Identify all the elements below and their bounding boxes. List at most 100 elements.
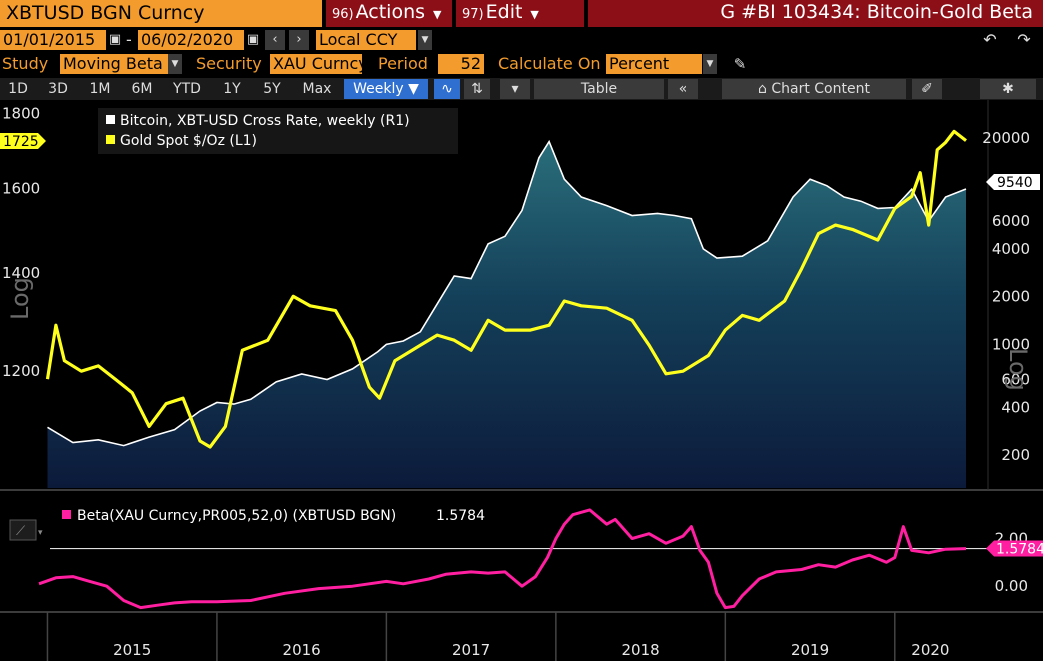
undo-icon[interactable]: ↶ xyxy=(980,30,1000,50)
start-date-field[interactable]: 01/01/2015 xyxy=(0,30,106,50)
left-axis-ticks: 1800 1600 1400 1200 xyxy=(2,105,40,381)
calendar-icon[interactable]: ▣ xyxy=(108,30,122,50)
security-ticker-field[interactable]: XBTUSD BGN Curncy xyxy=(0,0,322,27)
legend-swatch-bitcoin xyxy=(106,115,115,124)
time-range-toolbar: 1D 3D 1M 6M YTD 1Y 5Y Max Weekly ▼ ∿ ⇅ ▾… xyxy=(0,78,1043,100)
right-tick-label: 20000 xyxy=(982,129,1030,147)
gold-last-value: 1725 xyxy=(3,134,39,150)
gold-line xyxy=(45,129,967,449)
calculate-on-label: Calculate On xyxy=(498,54,601,73)
left-tick-label: 1400 xyxy=(2,264,40,282)
range-3d-button[interactable]: 3D xyxy=(48,81,68,97)
actions-menu-number: 96) xyxy=(332,7,354,22)
price-panel: 1800 1600 1400 1200 20000 6000 4000 2000 1000 60… xyxy=(0,100,1043,491)
right-tick-label: 1000 xyxy=(992,335,1030,353)
edit-menu-button[interactable]: 97) Edit ▼ xyxy=(456,0,584,27)
x-tick-label: 2018 xyxy=(621,641,659,659)
range-1y-button[interactable]: 1Y xyxy=(223,81,241,97)
security-label: Security xyxy=(196,54,262,73)
table-button[interactable]: Table xyxy=(534,79,664,99)
chevron-down-icon: ▼ xyxy=(530,8,539,21)
calculate-on-dropdown[interactable]: Percent xyxy=(606,54,702,74)
range-ytd-button[interactable]: YTD xyxy=(173,81,201,97)
right-tick-label: 400 xyxy=(1001,398,1030,416)
legend-bitcoin[interactable]: Bitcoin, XBT-USD Cross Rate, weekly (R1) xyxy=(120,113,410,129)
x-tick-label: 2020 xyxy=(911,641,949,659)
left-tick-label: 1800 xyxy=(2,105,40,123)
legend-beta-value: 1.5784 xyxy=(436,508,485,524)
bar-style-icon[interactable]: ⇅ xyxy=(464,79,490,99)
chevron-down-icon: ▾ xyxy=(38,528,43,538)
x-axis-ticks: 2015 2016 2017 2018 2019 2020 xyxy=(46,612,949,661)
right-tick-label: 4000 xyxy=(992,240,1030,258)
prev-period-button[interactable]: ‹ xyxy=(265,30,285,50)
chevron-down-icon: ▼ xyxy=(408,81,419,97)
end-date-field[interactable]: 06/02/2020 xyxy=(138,30,244,50)
x-tick-label: 2019 xyxy=(791,641,829,659)
gold-last-value-tag xyxy=(0,133,46,149)
range-1m-button[interactable]: 1M xyxy=(89,81,111,97)
period-input[interactable]: 52 xyxy=(438,54,484,74)
calendar-icon[interactable]: ▣ xyxy=(246,30,260,50)
chevron-down-icon[interactable]: ▼ xyxy=(703,54,717,74)
left-axis-label: Log xyxy=(6,277,34,320)
right-tick-label: 600 xyxy=(1001,371,1030,389)
frequency-label: Weekly xyxy=(353,81,404,97)
bitcoin-area-fill xyxy=(47,141,966,488)
legend-box xyxy=(98,108,458,154)
study-bar: Study Moving Beta ▼ Security XAU Curncy … xyxy=(0,54,1043,76)
range-6m-button[interactable]: 6M xyxy=(131,81,153,97)
left-tick-label: 1600 xyxy=(2,179,40,197)
bitcoin-last-value-tag xyxy=(986,174,1040,190)
period-label: Period xyxy=(378,54,428,73)
actions-menu-button[interactable]: 96) Actions ▼ xyxy=(326,0,452,27)
date-separator: - xyxy=(126,30,132,49)
range-1d-button[interactable]: 1D xyxy=(8,81,28,97)
line-chart-icon[interactable]: ∿ xyxy=(434,79,460,99)
chevron-down-icon[interactable]: ▼ xyxy=(418,30,432,50)
range-5y-button[interactable]: 5Y xyxy=(263,81,281,97)
bitcoin-last-value: 9540 xyxy=(997,175,1033,191)
chevron-down-icon[interactable]: ▾ xyxy=(500,79,530,99)
double-chevron-left-icon[interactable]: « xyxy=(668,79,698,99)
legend-swatch-beta xyxy=(62,510,71,519)
chevron-down-icon: ▼ xyxy=(433,8,442,21)
header-bar: XBTUSD BGN Curncy 96) Actions ▼ 97) Edit ▼ G… xyxy=(0,0,1043,28)
chart-content-label: Chart Content xyxy=(771,81,870,97)
beta-line xyxy=(38,508,967,610)
line-chart-icon: ⟋ xyxy=(16,524,26,539)
study-label: Study xyxy=(2,54,49,73)
gear-icon[interactable]: ✱ xyxy=(980,79,1036,99)
right-tick-label: 200 xyxy=(1001,446,1030,464)
x-tick-label: 2015 xyxy=(113,641,151,659)
page-title: G #BI 103434: Bitcoin-Gold Beta xyxy=(588,0,1043,27)
study-dropdown[interactable]: Moving Beta xyxy=(60,54,168,74)
legend-swatch-gold xyxy=(106,135,115,144)
beta-tick-label: 0.00 xyxy=(995,577,1028,595)
date-range-bar: 01/01/2015 ▣ - 06/02/2020 ▣ ‹ › Local CC… xyxy=(0,30,1043,52)
frequency-dropdown[interactable]: Weekly ▼ xyxy=(344,79,428,99)
x-tick-label: 2017 xyxy=(452,641,490,659)
chart-content-button[interactable]: ⌂ Chart Content xyxy=(722,79,906,99)
security-input[interactable]: XAU Curncy xyxy=(270,54,362,74)
range-max-button[interactable]: Max xyxy=(302,81,332,97)
edit-icon[interactable]: ✐ xyxy=(912,79,942,99)
legend-gold[interactable]: Gold Spot $/Oz (L1) xyxy=(120,133,257,149)
left-tick-label: 1200 xyxy=(2,362,40,380)
study-options-icon[interactable] xyxy=(9,519,37,541)
legend-beta[interactable]: Beta(XAU Curncy,PR005,52,0) (XBTUSD BGN) xyxy=(77,508,396,524)
beta-last-value: 1.5784 xyxy=(996,542,1043,558)
beta-last-value-tag xyxy=(986,540,1043,557)
edit-menu-label: Edit xyxy=(485,1,523,23)
chart-content-icon: ⌂ xyxy=(758,81,767,97)
right-axis-label: Log xyxy=(1004,348,1032,391)
pen-icon[interactable]: ✎ xyxy=(730,54,750,74)
next-period-button[interactable]: › xyxy=(289,30,309,50)
x-axis: 2015 2016 2017 2018 2019 2020 xyxy=(46,612,949,661)
redo-icon[interactable]: ↷ xyxy=(1014,30,1034,50)
chevron-down-icon[interactable]: ▼ xyxy=(168,54,182,74)
beta-panel: ⟋ ▾ 2.000.00 Beta(XAU Curncy,PR005,52,0)… xyxy=(0,508,1043,613)
right-tick-label: 2000 xyxy=(992,288,1030,306)
right-axis-ticks: 20000 6000 4000 2000 1000 600 400 200 xyxy=(982,129,1030,464)
currency-dropdown[interactable]: Local CCY xyxy=(316,30,416,50)
